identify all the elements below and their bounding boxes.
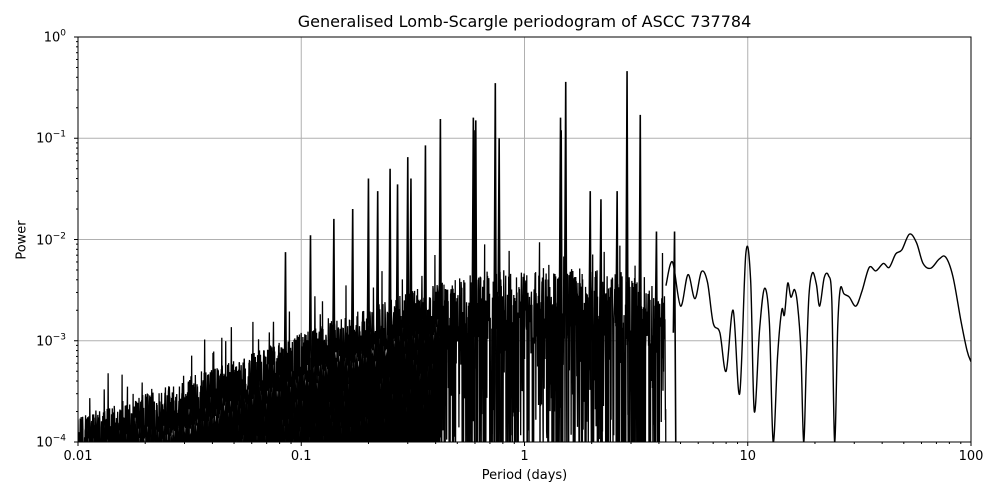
power-spectrum-line	[78, 71, 971, 442]
axes-frame	[77, 36, 972, 443]
x-tick-label: 0.01	[63, 449, 93, 464]
x-tick-label: 100	[958, 449, 984, 464]
x-tick-label: 10	[739, 449, 757, 464]
y-tick-label: 10−2	[36, 231, 66, 248]
x-axis-label: Period (days)	[481, 468, 568, 483]
y-tick-label: 10−4	[36, 433, 66, 451]
y-tick-label: 10−1	[36, 129, 66, 147]
chart-title: Generalised Lomb-Scargle periodogram of …	[297, 12, 752, 31]
x-tick-label: 1	[520, 449, 529, 464]
y-tick-label: 10−3	[36, 332, 66, 350]
x-tick-label: 0.1	[290, 449, 312, 464]
y-tick-label: 100	[43, 28, 66, 46]
